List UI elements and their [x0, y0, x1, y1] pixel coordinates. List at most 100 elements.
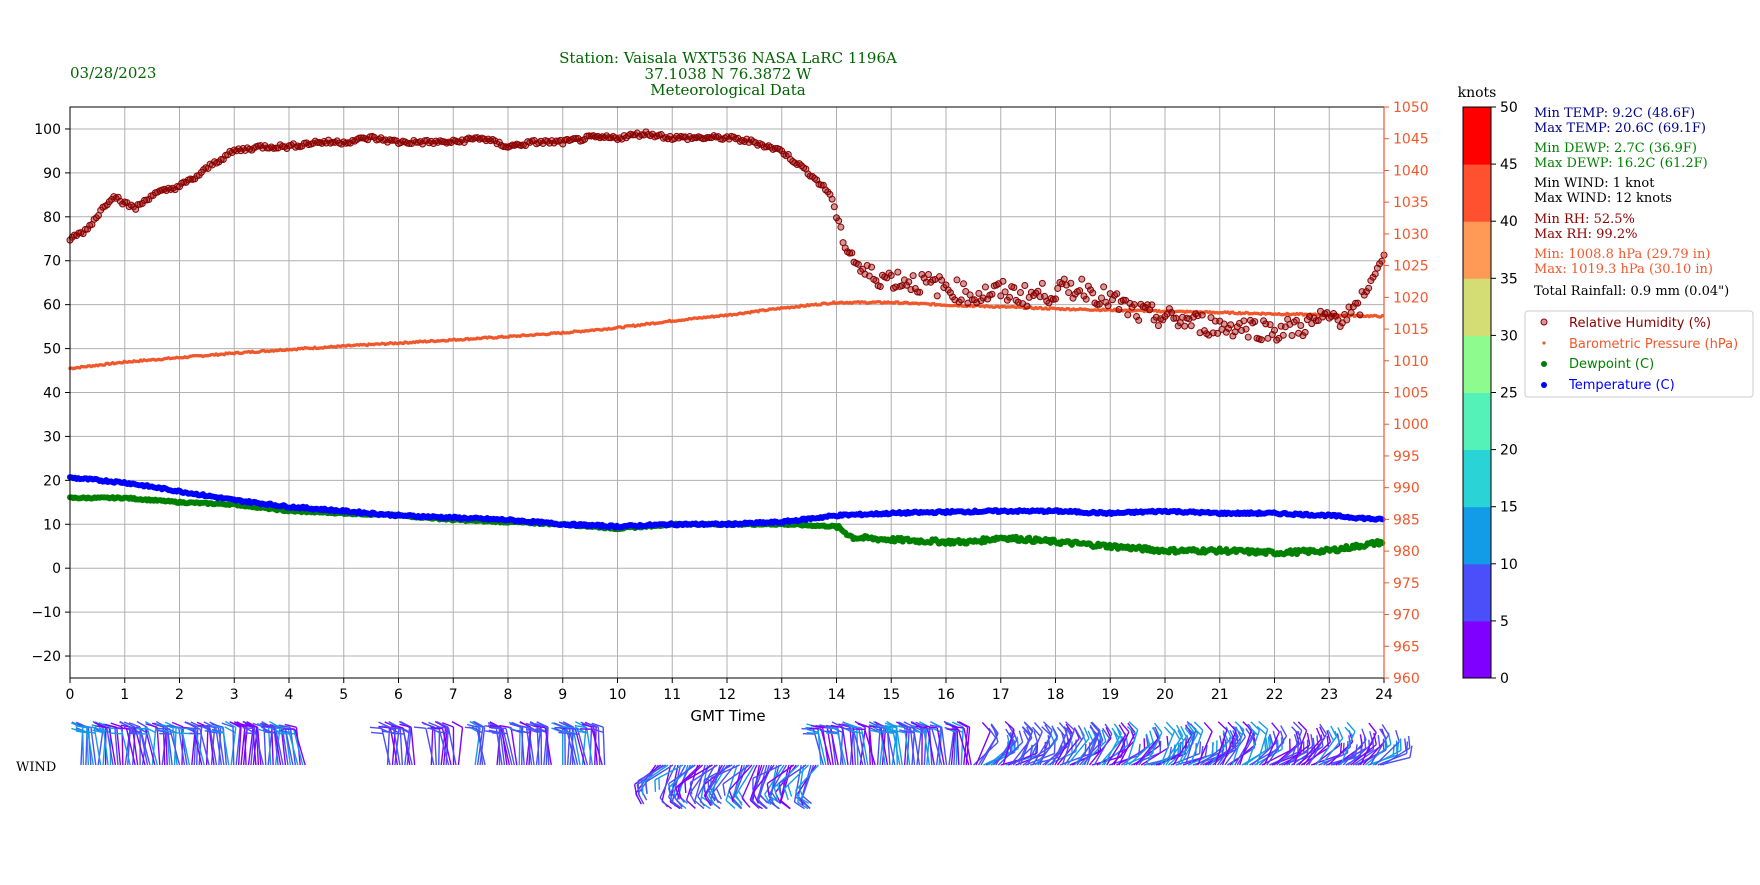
x-tick-label: 16: [937, 687, 955, 703]
wind-barbs: [71, 721, 1412, 808]
wind-barb-staff: [98, 728, 103, 765]
colorbar-tick-label: 40: [1500, 214, 1518, 230]
wind-barb-flag: [723, 784, 725, 796]
y2-tick-label: 975: [1393, 576, 1420, 592]
colorbar-tick-label: 35: [1500, 271, 1518, 287]
humidity-point: [1002, 289, 1008, 295]
wind-barb-flag: [788, 785, 792, 796]
humidity-point: [1083, 296, 1089, 302]
humidity-point: [888, 272, 894, 278]
y-tick-label: 0: [52, 561, 61, 577]
y2-tick-label: 970: [1393, 608, 1420, 624]
humidity-point: [1125, 312, 1131, 318]
chart-title-line-3: Meteorological Data: [650, 81, 806, 99]
wind-barb-flag: [414, 727, 426, 728]
humidity-point: [1066, 290, 1072, 296]
y-tick-label: 60: [43, 298, 61, 314]
y-tick-label: −10: [31, 605, 61, 621]
y2-tick-label: 990: [1393, 481, 1420, 497]
humidity-point: [1136, 317, 1142, 323]
wind-barb-staff: [1104, 734, 1121, 765]
humidity-point: [1243, 326, 1249, 332]
x-tick-label: 4: [285, 687, 294, 703]
humidity-point: [1022, 283, 1028, 289]
x-tick-label: 0: [66, 687, 75, 703]
x-tick-label: 3: [230, 687, 239, 703]
colorbar-segment: [1463, 278, 1491, 336]
y2-tick-label: 1045: [1393, 132, 1429, 148]
colorbar-segment: [1463, 164, 1491, 222]
wind-barb-flag: [690, 793, 696, 804]
humidity-point: [855, 261, 861, 267]
humidity-point: [1357, 312, 1363, 318]
wind-barb-flag: [391, 728, 403, 729]
humidity-point: [1293, 317, 1299, 323]
wind-barb-flag: [1005, 722, 1014, 730]
x-tick-label: 10: [609, 687, 627, 703]
y2-tick-label: 1050: [1393, 100, 1429, 116]
humidity-point: [869, 264, 875, 270]
wind-barb-staff: [233, 727, 234, 765]
y2-tick-label: 965: [1393, 639, 1420, 655]
wind-barb-flag: [1088, 731, 1093, 742]
y2-tick-label: 1035: [1393, 195, 1429, 211]
y2-tick-label: 1020: [1393, 290, 1429, 306]
humidity-point: [1245, 334, 1251, 340]
y2-tick-label: 1015: [1393, 322, 1429, 338]
wind-barb: [370, 727, 390, 765]
humidity-point: [1241, 318, 1247, 324]
humidity-point: [849, 250, 855, 256]
colorbar-segment: [1463, 335, 1491, 393]
humidity-point: [1267, 322, 1273, 328]
colorbar-segment: [1463, 393, 1491, 451]
y2-tick-label: 1025: [1393, 259, 1429, 275]
wind-barb-flag: [1396, 730, 1400, 741]
humidity-point: [1061, 276, 1067, 282]
legend-marker-dewpoint: [1541, 361, 1547, 367]
colorbar-tick-label: 30: [1500, 328, 1518, 344]
humidity-point: [1258, 337, 1264, 343]
wind-barb-flag: [1178, 743, 1179, 755]
colorbar-tick-label: 20: [1500, 443, 1518, 459]
humidity-point: [1077, 288, 1083, 294]
wind-barb-staff: [164, 727, 165, 765]
wind-barb-flag: [189, 733, 201, 734]
humidity-point: [906, 279, 912, 285]
wind-barb-staff: [603, 727, 604, 765]
y2-tick-label: 980: [1393, 544, 1420, 560]
humidity-point: [1188, 323, 1194, 329]
humidity-point: [895, 269, 901, 275]
x-tick-label: 12: [718, 687, 736, 703]
stat-min-wind: Min WIND: 1 knot: [1534, 176, 1655, 191]
wind-barb-staff: [458, 727, 462, 765]
humidity-point: [1101, 284, 1107, 290]
stat-max-rh: Max RH: 99.2%: [1534, 227, 1637, 242]
wind-barb-flag: [465, 727, 477, 728]
humidity-point: [1096, 301, 1102, 307]
stat-max-wind: Max WIND: 12 knots: [1534, 191, 1672, 206]
humidity-point: [925, 272, 931, 278]
wind-barb-flag: [1084, 727, 1089, 738]
wind-barb-flag: [982, 722, 990, 731]
x-tick-label: 23: [1320, 687, 1338, 703]
humidity-point: [1348, 310, 1354, 316]
wind-barb-flag: [392, 733, 404, 734]
wind-barb-flag: [716, 788, 721, 799]
wind-barb-flag: [1335, 731, 1340, 742]
humidity-point: [1000, 278, 1006, 284]
colorbar-segment: [1463, 221, 1491, 279]
wind-barb-flag: [660, 798, 668, 807]
wind-barb-flag: [1150, 731, 1153, 743]
y-tick-label: 10: [43, 517, 61, 533]
y-tick-label: 80: [43, 210, 61, 226]
wind-barb-flag: [1407, 742, 1408, 754]
y2-tick-label: 1005: [1393, 386, 1429, 402]
x-tick-label: 14: [828, 687, 846, 703]
x-tick-label: 2: [175, 687, 184, 703]
legend-marker-pressure: [1542, 341, 1545, 344]
wind-barb-staff: [434, 727, 436, 765]
humidity-point: [1105, 303, 1111, 309]
humidity-point: [1344, 317, 1350, 323]
